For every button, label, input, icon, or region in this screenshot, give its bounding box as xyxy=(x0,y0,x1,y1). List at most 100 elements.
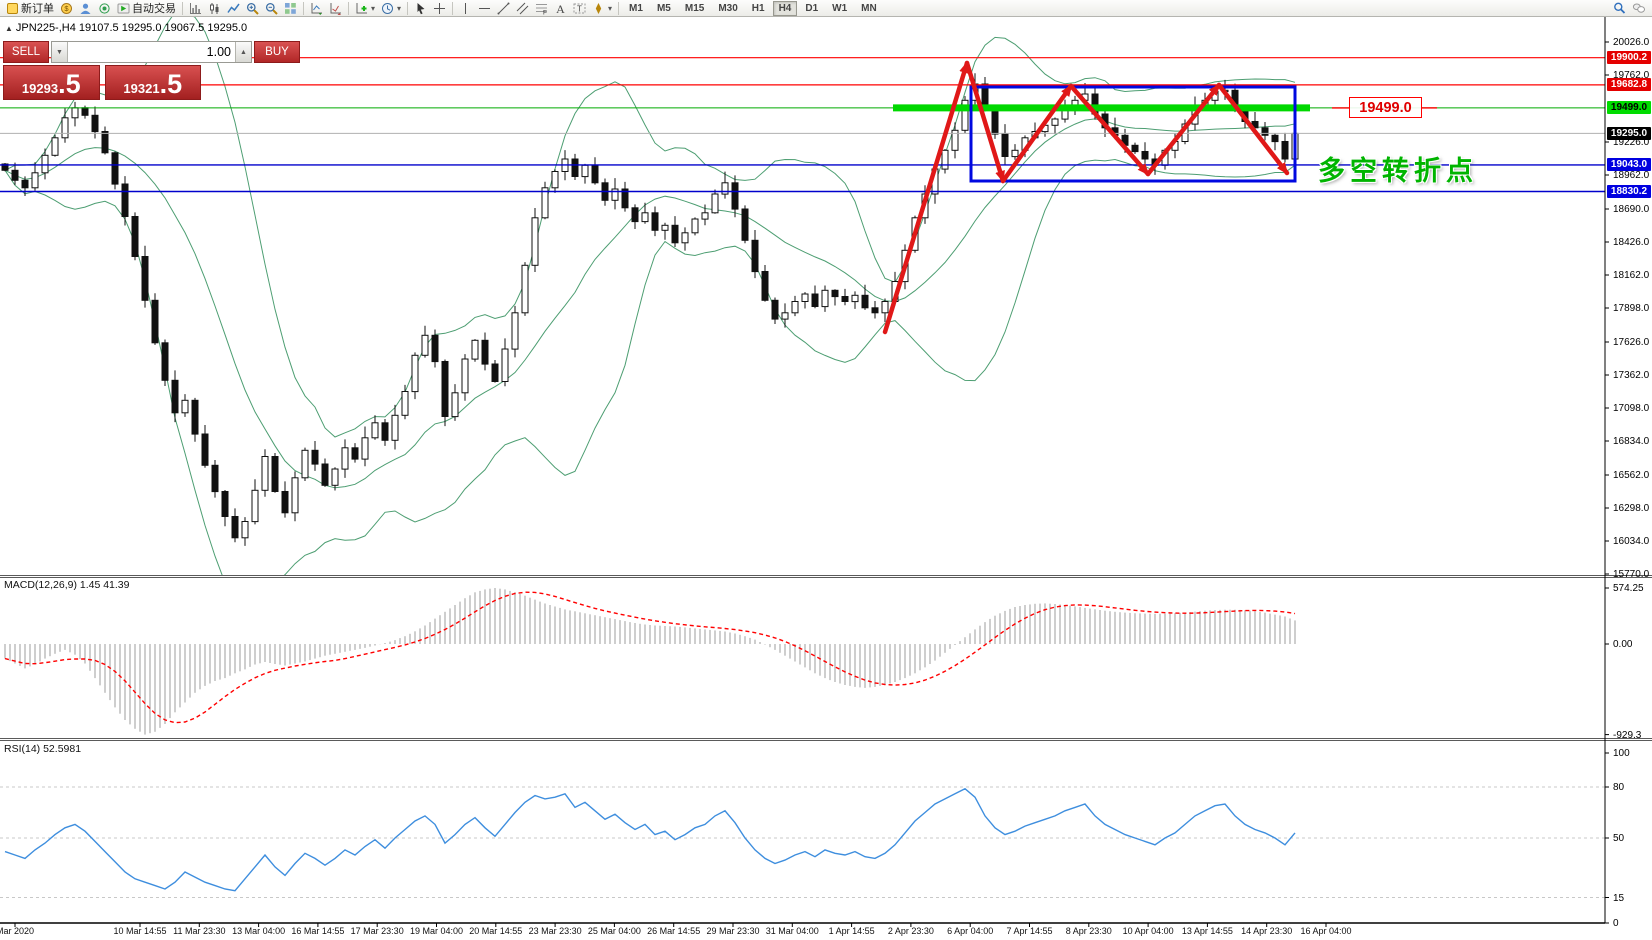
price-tick: 18162.0 xyxy=(1613,270,1650,281)
price-tick: 16834.0 xyxy=(1613,436,1650,447)
price-tick: 17626.0 xyxy=(1613,337,1650,348)
price-tick: 16562.0 xyxy=(1613,470,1650,481)
indicator-window-icon[interactable] xyxy=(307,1,326,16)
price-tick: 19762.0 xyxy=(1613,70,1650,81)
price-tick: 19226.0 xyxy=(1613,137,1650,148)
timeframe-button-H1[interactable]: H1 xyxy=(751,2,765,14)
macd-tick: 574.25 xyxy=(1613,583,1644,594)
candlestick-icon[interactable] xyxy=(205,1,224,16)
price-tick: 18426.0 xyxy=(1613,237,1650,248)
svg-text:T: T xyxy=(577,4,582,13)
price-badge: 19295.0 xyxy=(1607,126,1651,140)
price-tick: 17898.0 xyxy=(1613,303,1650,314)
timeframe-button-H4[interactable]: H4 xyxy=(772,0,798,16)
volume-input[interactable] xyxy=(68,42,235,62)
buy-button[interactable]: BUY xyxy=(254,41,300,63)
time-label: 20 Mar 14:55 xyxy=(469,926,523,936)
new-order-button[interactable]: 新订单 xyxy=(3,1,57,16)
time-label: 31 Mar 04:00 xyxy=(765,926,819,936)
timeframe-button-D1[interactable]: D1 xyxy=(805,2,819,14)
chat-icon[interactable] xyxy=(1629,1,1649,16)
bar-chart-icon[interactable] xyxy=(186,1,205,16)
macd-tick: -929.3 xyxy=(1613,729,1642,741)
add-indicator-icon[interactable]: ▾ xyxy=(352,1,378,16)
rsi-tick: 100 xyxy=(1613,748,1630,759)
funds-icon[interactable]: $ xyxy=(57,1,76,16)
text-label-icon[interactable]: T xyxy=(570,1,589,16)
time-label: 17 Mar 23:30 xyxy=(350,926,404,936)
timeframe-button-MN[interactable]: MN xyxy=(861,2,877,14)
toolbar: 新订单 $ 自动交易 ▾ ▾ F A T ▾ M1 M5 M15 M30 H1 H4 D1 W1 MN xyxy=(0,0,1652,17)
sell-button[interactable]: SELL xyxy=(3,41,49,63)
time-label: 16 Apr 04:00 xyxy=(1300,926,1352,936)
price-tick: 16034.0 xyxy=(1613,536,1650,547)
rsi-tick: 15 xyxy=(1613,892,1625,904)
tile-windows-icon[interactable] xyxy=(281,1,300,16)
trendline-icon[interactable] xyxy=(494,1,513,16)
time-label: 23 Mar 23:30 xyxy=(528,926,582,936)
time-label: Mar 2020 xyxy=(0,926,35,936)
buy-price-panel[interactable]: 19321.5 xyxy=(104,65,201,100)
collapse-icon[interactable]: ▲ xyxy=(5,24,13,33)
price-tick: 18962.0 xyxy=(1613,170,1650,181)
price-tick: 15770.0 xyxy=(1613,569,1650,580)
time-label: 14 Apr 23:30 xyxy=(1241,926,1293,936)
price-axis[interactable]: 20026.0 19762.0 19226.0 18962.0 18690.0 18426… xyxy=(1605,17,1652,929)
signal-icon[interactable] xyxy=(95,1,114,16)
time-label: 11 Mar 23:30 xyxy=(173,926,226,936)
buy-price-frac: .5 xyxy=(159,69,183,100)
period-clock-icon[interactable]: ▾ xyxy=(378,1,404,16)
time-axis[interactable]: Mar 2020 10 Mar 14:55 11 Mar 23:30 13 Mar 0… xyxy=(0,924,1605,940)
price-badge: 19682.8 xyxy=(1607,78,1651,92)
toolbar-separator xyxy=(452,1,454,15)
volume-decrease-button[interactable]: ▼ xyxy=(52,42,68,62)
zoom-in-icon[interactable] xyxy=(243,1,262,16)
text-icon[interactable]: A xyxy=(551,1,570,16)
timeframe-button-M30[interactable]: M30 xyxy=(718,2,738,14)
macd-tick: 0.00 xyxy=(1613,639,1633,650)
turning-point-annotation: 多空转折点 xyxy=(1318,156,1478,186)
profile-icon[interactable] xyxy=(76,1,95,16)
cursor-icon[interactable] xyxy=(411,1,430,16)
indicator-list-icon[interactable] xyxy=(326,1,345,16)
buy-price-main: 19321 xyxy=(123,80,160,96)
timeframe-button-M1[interactable]: M1 xyxy=(629,2,643,14)
price-badge: 18830.2 xyxy=(1607,184,1651,198)
toolbar-separator xyxy=(303,1,304,15)
equidistant-channel-icon[interactable] xyxy=(513,1,532,16)
timeframe-button-M15[interactable]: M15 xyxy=(684,2,705,14)
sell-price-panel[interactable]: 19293.5 xyxy=(3,65,100,100)
zoom-out-icon[interactable] xyxy=(262,1,281,16)
horizontal-line-icon[interactable] xyxy=(475,1,494,16)
price-badge: 19900.2 xyxy=(1607,51,1651,65)
timeframe-button-W1[interactable]: W1 xyxy=(832,2,848,14)
time-label: 1 Apr 14:55 xyxy=(828,926,875,936)
time-label: 13 Apr 14:55 xyxy=(1181,926,1233,936)
price-tick: 16298.0 xyxy=(1613,503,1650,514)
vertical-line-icon[interactable] xyxy=(456,1,475,16)
timeframe-button-M5[interactable]: M5 xyxy=(656,2,671,14)
line-chart-icon[interactable] xyxy=(224,1,243,16)
volume-stepper: ▼ ▲ xyxy=(51,41,252,63)
volume-increase-button[interactable]: ▲ xyxy=(235,42,251,62)
price-badge: 19043.0 xyxy=(1607,158,1651,172)
rsi-tick: 0 xyxy=(1613,918,1619,929)
autotrade-button[interactable]: 自动交易 xyxy=(114,1,179,16)
macd-indicator-label: MACD(12,26,9) 1.45 41.39 xyxy=(4,579,130,591)
fibonacci-icon[interactable]: F xyxy=(532,1,551,16)
time-label: 7 Apr 14:55 xyxy=(1006,926,1053,936)
toolbar-separator xyxy=(618,1,620,15)
rsi-tick: 50 xyxy=(1613,833,1625,844)
shapes-icon[interactable]: ▾ xyxy=(589,1,615,16)
toolbar-separator xyxy=(348,1,349,15)
time-label: 16 Mar 14:55 xyxy=(291,926,345,936)
price-tick: 20026.0 xyxy=(1613,37,1650,48)
time-label: 10 Apr 04:00 xyxy=(1122,926,1174,936)
time-label: 10 Mar 14:55 xyxy=(113,926,167,936)
crosshair-icon[interactable] xyxy=(430,1,449,16)
search-icon[interactable] xyxy=(1610,1,1629,16)
toolbar-separator xyxy=(407,1,409,15)
time-label: 6 Apr 04:00 xyxy=(947,926,994,936)
